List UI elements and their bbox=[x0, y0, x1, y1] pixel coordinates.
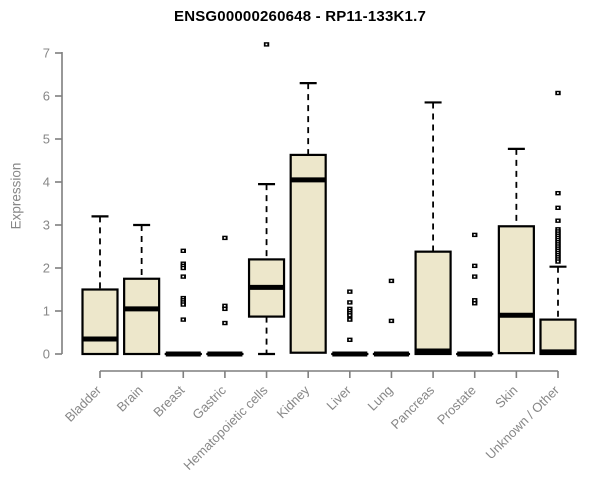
boxplot-box bbox=[81, 288, 119, 356]
x-tick-label: Breast bbox=[150, 382, 187, 419]
outlier-point-center bbox=[473, 302, 476, 305]
outlier-point-center bbox=[182, 303, 185, 306]
y-tick-label: 4 bbox=[43, 175, 50, 190]
y-tick-label: 1 bbox=[43, 304, 50, 319]
y-tick-label: 3 bbox=[43, 218, 50, 233]
x-tick-label: Prostate bbox=[434, 383, 479, 428]
boxplot-box bbox=[497, 225, 535, 355]
x-tick-label: Brain bbox=[114, 383, 146, 415]
y-tick-label: 5 bbox=[43, 132, 50, 147]
x-tick-label: Unknown / Other bbox=[483, 382, 563, 462]
chart-title: ENSG00000260648 - RP11-133K1.7 bbox=[173, 8, 426, 25]
y-tick-label: 7 bbox=[43, 46, 50, 61]
boxplot-box bbox=[414, 250, 452, 356]
outlier-point-center bbox=[557, 260, 559, 263]
outlier-point-center bbox=[557, 207, 559, 209]
outlier-point-center bbox=[348, 290, 351, 293]
outlier-point-center bbox=[223, 322, 226, 324]
x-tick-label: Kidney bbox=[274, 382, 313, 421]
y-tick-label: 0 bbox=[43, 347, 50, 362]
outlier-point-center bbox=[223, 305, 226, 307]
boxplot-box bbox=[123, 277, 161, 356]
outlier-point-center bbox=[182, 250, 185, 252]
outlier-point-center bbox=[182, 267, 185, 269]
outlier-point-center bbox=[557, 219, 559, 222]
outlier-point-center bbox=[390, 320, 393, 322]
x-tick-label: Gastric bbox=[189, 382, 229, 422]
boxplot-box bbox=[289, 153, 327, 354]
outlier-point-center bbox=[182, 275, 185, 278]
y-tick-label: 2 bbox=[43, 261, 50, 276]
y-tick-label: 6 bbox=[43, 89, 50, 104]
outlier-point-center bbox=[390, 280, 393, 282]
x-tick-label: Lung bbox=[365, 383, 396, 414]
outlier-point-center bbox=[473, 265, 476, 267]
outlier-point-center bbox=[473, 234, 476, 236]
boxplot-box bbox=[539, 318, 577, 356]
y-axis-label: Expression bbox=[8, 162, 24, 230]
x-tick-label: Bladder bbox=[62, 382, 105, 425]
outlier-point-center bbox=[348, 339, 351, 341]
outlier-point-center bbox=[557, 92, 559, 94]
outlier-point-center bbox=[182, 318, 185, 321]
outlier-point-center bbox=[348, 318, 351, 321]
x-tick-label: Liver bbox=[323, 382, 354, 413]
outlier-point-center bbox=[348, 301, 351, 304]
outlier-point-center bbox=[348, 314, 351, 317]
outlier-point-center bbox=[265, 43, 268, 46]
outlier-point-center bbox=[223, 237, 226, 239]
outlier-point-center bbox=[473, 299, 476, 302]
outlier-point-center bbox=[223, 308, 226, 310]
outlier-point-center bbox=[557, 192, 559, 194]
x-tick-label: Pancreas bbox=[388, 382, 438, 432]
outlier-point-center bbox=[473, 275, 476, 278]
x-tick-label: Skin bbox=[492, 383, 520, 411]
